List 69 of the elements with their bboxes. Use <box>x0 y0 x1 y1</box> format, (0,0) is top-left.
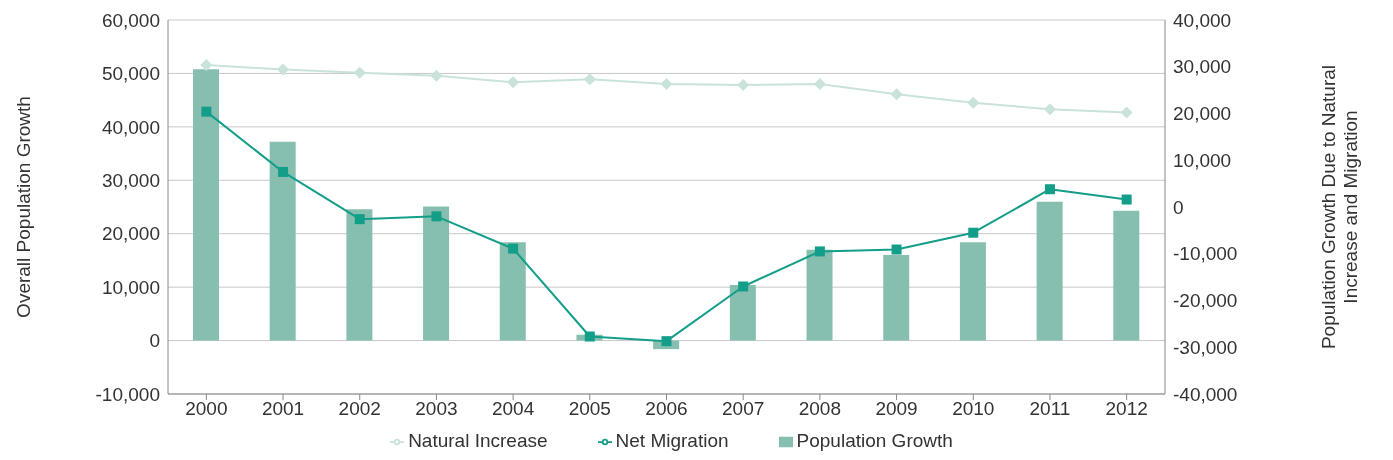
y2-tick-label: 40,000 <box>1173 9 1232 31</box>
legend-label: Population Growth <box>796 430 953 451</box>
point <box>1044 184 1055 195</box>
bar <box>423 206 450 341</box>
point <box>508 243 519 254</box>
x-tick-label: 2010 <box>952 398 995 420</box>
point <box>353 66 366 79</box>
point <box>354 214 365 225</box>
y-tick-label: -10,000 <box>95 383 160 405</box>
point <box>660 78 673 91</box>
point <box>583 73 596 86</box>
bar <box>499 242 526 341</box>
y2-tick-label: -20,000 <box>1173 290 1238 312</box>
y-tick-label: 30,000 <box>101 170 160 192</box>
x-tick-label: 2001 <box>261 398 305 420</box>
bar <box>346 209 373 341</box>
x-tick-label: 2012 <box>1105 398 1148 420</box>
point <box>891 244 902 255</box>
point <box>201 106 212 117</box>
point <box>967 96 980 109</box>
y2-axis-title: Population Growth Due to Natural Increase and Migration <box>1318 64 1361 350</box>
bar <box>1113 210 1140 341</box>
point <box>814 246 825 257</box>
point <box>277 63 290 76</box>
y-tick-label: 10,000 <box>101 276 160 298</box>
bar <box>193 69 219 341</box>
x-tick-label: 2002 <box>338 398 381 420</box>
bar <box>883 255 910 341</box>
point <box>1121 194 1132 205</box>
x-tick-label: 2006 <box>645 398 688 420</box>
point <box>431 211 442 222</box>
y2-tick-label: 0 <box>1173 196 1184 218</box>
bar <box>806 249 833 341</box>
x-tick-label: 2003 <box>415 398 458 420</box>
y-tick-label: 50,000 <box>101 63 160 85</box>
x-tick-label: 2011 <box>1029 398 1071 420</box>
point <box>738 281 749 292</box>
x-tick-label: 2008 <box>798 398 842 420</box>
bar <box>269 141 296 341</box>
x-tick-label: 2009 <box>875 398 918 420</box>
y-axis-title: Overall Population Growth <box>12 96 34 318</box>
bar <box>1036 201 1063 341</box>
bar <box>959 242 986 341</box>
y2-tick-label: -10,000 <box>1173 243 1238 265</box>
y2-tick-label: 10,000 <box>1173 149 1232 171</box>
y2-tick-label: 30,000 <box>1173 56 1232 78</box>
point <box>584 331 595 342</box>
point <box>1043 103 1056 116</box>
y-tick-label: 60,000 <box>101 9 160 31</box>
point <box>278 166 289 177</box>
x-tick-label: 2005 <box>568 398 611 420</box>
point <box>430 69 443 82</box>
y2-tick-label: -40,000 <box>1173 383 1238 405</box>
y-tick-label: 40,000 <box>101 116 160 138</box>
point <box>661 336 672 347</box>
x-tick-label: 2004 <box>491 398 535 420</box>
point <box>200 58 213 71</box>
bar <box>729 285 756 341</box>
point <box>1120 106 1133 119</box>
y-tick-label: 20,000 <box>101 223 160 245</box>
legend-label: Net Migration <box>615 430 729 451</box>
y2-tick-label: -30,000 <box>1173 336 1238 358</box>
point <box>968 227 979 238</box>
y-tick-label: 0 <box>149 330 160 352</box>
point <box>890 88 903 101</box>
x-tick-label: 2007 <box>722 398 765 420</box>
y2-tick-label: 20,000 <box>1173 103 1232 125</box>
x-tick-label: 2000 <box>185 398 228 420</box>
legend-label: Natural Increase <box>408 430 548 451</box>
